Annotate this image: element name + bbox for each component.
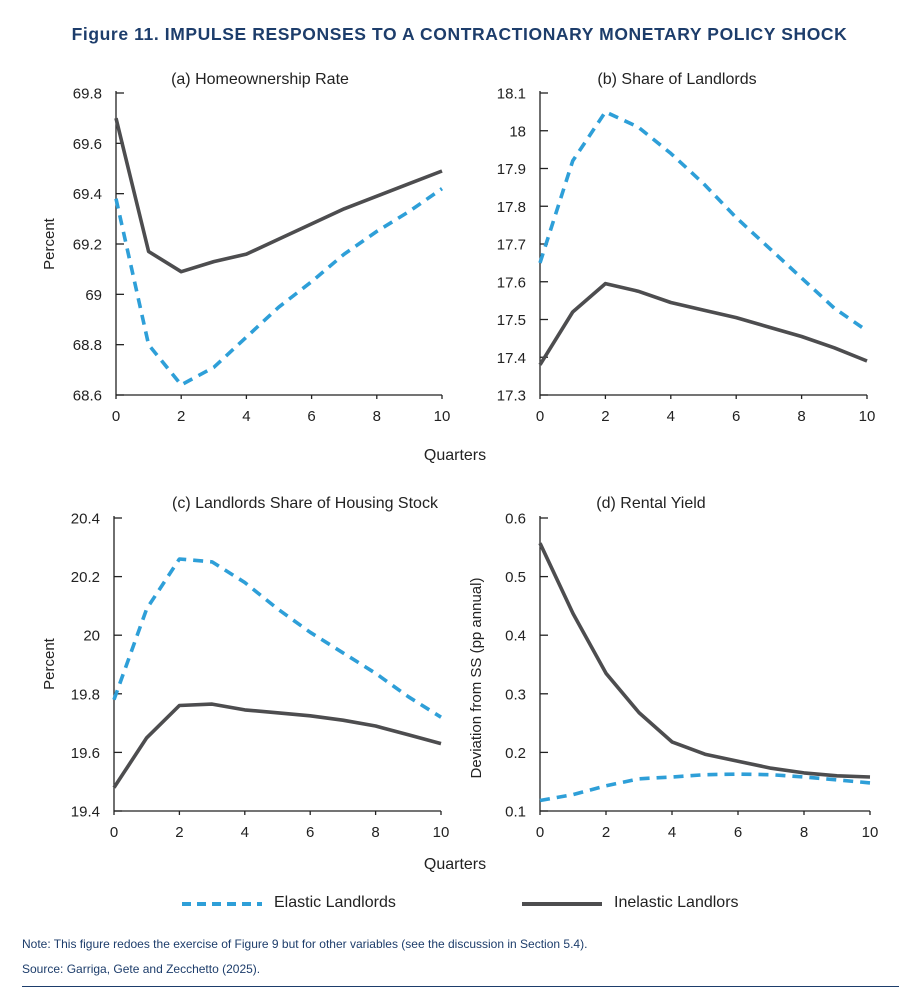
panel-a-xtick-label: 10: [434, 408, 451, 425]
panel-c-ylabel: Percent: [41, 637, 58, 690]
panel-b-ytick-label: 18: [509, 123, 526, 140]
panel-a-elastic-line: [114, 187, 444, 387]
legend-elastic-label: Elastic Landlords: [274, 894, 396, 911]
panel-d-ytick-label: 0.4: [505, 628, 526, 645]
panel-d-inelastic-line: [538, 542, 871, 779]
panel-a-ytick-label: 69.8: [73, 86, 102, 103]
panel-c-xtick-label: 2: [175, 824, 183, 841]
panel-d-xtick-label: 2: [602, 824, 610, 841]
panel-d-title: (d) Rental Yield: [596, 495, 705, 512]
panel-a-xtick-label: 2: [177, 408, 185, 425]
panel-a-xtick-label: 6: [307, 408, 315, 425]
panel-c-xtick-label: 6: [306, 824, 314, 841]
panel-b-xtick-label: 4: [667, 408, 675, 425]
panel-d-xtick-label: 0: [536, 824, 544, 841]
panel-a-xtick-label: 8: [373, 408, 381, 425]
panel-b-ytick-label: 17.7: [497, 237, 526, 254]
panel-b-ytick-label: 18.1: [497, 86, 526, 103]
figure-source: Source: Garriga, Gete and Zecchetto (202…: [22, 962, 261, 976]
panel-c-ytick-label: 20: [83, 628, 100, 645]
panel-b-xtick-label: 10: [859, 408, 876, 425]
panel-a-inelastic-line: [114, 117, 443, 274]
panel-d-ylabel: Deviation from SS (pp annual): [468, 578, 485, 779]
panel-d-elastic-line: [539, 772, 871, 803]
figure-title: Figure 11. IMPULSE RESPONSES TO A CONTRA…: [71, 24, 848, 44]
bottom-divider: [22, 986, 899, 987]
panel-d-xtick-label: 10: [862, 824, 879, 841]
panel-c-ytick-label: 19.4: [71, 804, 100, 821]
panel-a-ytick-label: 68.8: [73, 337, 102, 354]
panel-d-xtick-label: 4: [668, 824, 676, 841]
panel-b-xtick-label: 2: [601, 408, 609, 425]
panel-a-ytick-label: 69: [85, 287, 102, 304]
panel-d-xtick-label: 6: [734, 824, 742, 841]
panel-c-ytick-label: 20.2: [71, 569, 100, 586]
panel-d-ytick-label: 0.5: [505, 569, 526, 586]
panel-b-ytick-label: 17.9: [497, 161, 526, 178]
panel-b-ytick-label: 17.3: [497, 388, 526, 405]
panel-b-xtick-label: 0: [536, 408, 544, 425]
shared-xlabel-bottom: Quarters: [424, 856, 486, 873]
panel-c-title: (c) Landlords Share of Housing Stock: [172, 495, 439, 512]
panel-a-xtick-label: 4: [242, 408, 250, 425]
panel-a-xtick-label: 0: [112, 408, 120, 425]
legend-inelastic-label: Inelastic Landlors: [614, 894, 739, 911]
panel-b-title: (b) Share of Landlords: [597, 71, 756, 88]
panel-b-inelastic-line: [538, 281, 868, 366]
panel-d-ytick-label: 0.2: [505, 745, 526, 762]
panel-c-ytick-label: 19.6: [71, 745, 100, 762]
panel-a-ytick-label: 69.6: [73, 136, 102, 153]
panel-a-ylabel: Percent: [41, 217, 58, 270]
panel-c-inelastic-line: [112, 702, 442, 789]
panel-b-xtick-label: 8: [797, 408, 805, 425]
panel-d-ytick-label: 0.6: [505, 511, 526, 528]
figure-note: Note: This figure redoes the exercise of…: [22, 937, 588, 951]
panel-b-xtick-label: 6: [732, 408, 740, 425]
panel-b-ytick-label: 17.4: [497, 350, 526, 367]
panel-a-ytick-label: 68.6: [73, 388, 102, 405]
panel-b-ytick-label: 17.6: [497, 274, 526, 291]
panel-c-xtick-label: 10: [433, 824, 450, 841]
panel-b-ytick-label: 17.5: [497, 312, 526, 329]
panel-b-ytick-label: 17.8: [497, 199, 526, 216]
panel-d-xtick-label: 8: [800, 824, 808, 841]
panel-c-ytick-label: 19.8: [71, 686, 100, 703]
panel-c-elastic-line: [112, 557, 442, 719]
panel-a-ytick-label: 69.4: [73, 186, 102, 203]
panel-c-xtick-label: 0: [110, 824, 118, 841]
panel-c-ytick-label: 20.4: [71, 511, 100, 528]
shared-xlabel-top: Quarters: [424, 447, 486, 464]
panel-a-title: (a) Homeownership Rate: [171, 71, 349, 88]
panel-d-ytick-label: 0.3: [505, 686, 526, 703]
panel-c-xtick-label: 4: [241, 824, 249, 841]
panel-c-xtick-label: 8: [371, 824, 379, 841]
panel-d-ytick-label: 0.1: [505, 804, 526, 821]
panel-a-ytick-label: 69.2: [73, 237, 102, 254]
